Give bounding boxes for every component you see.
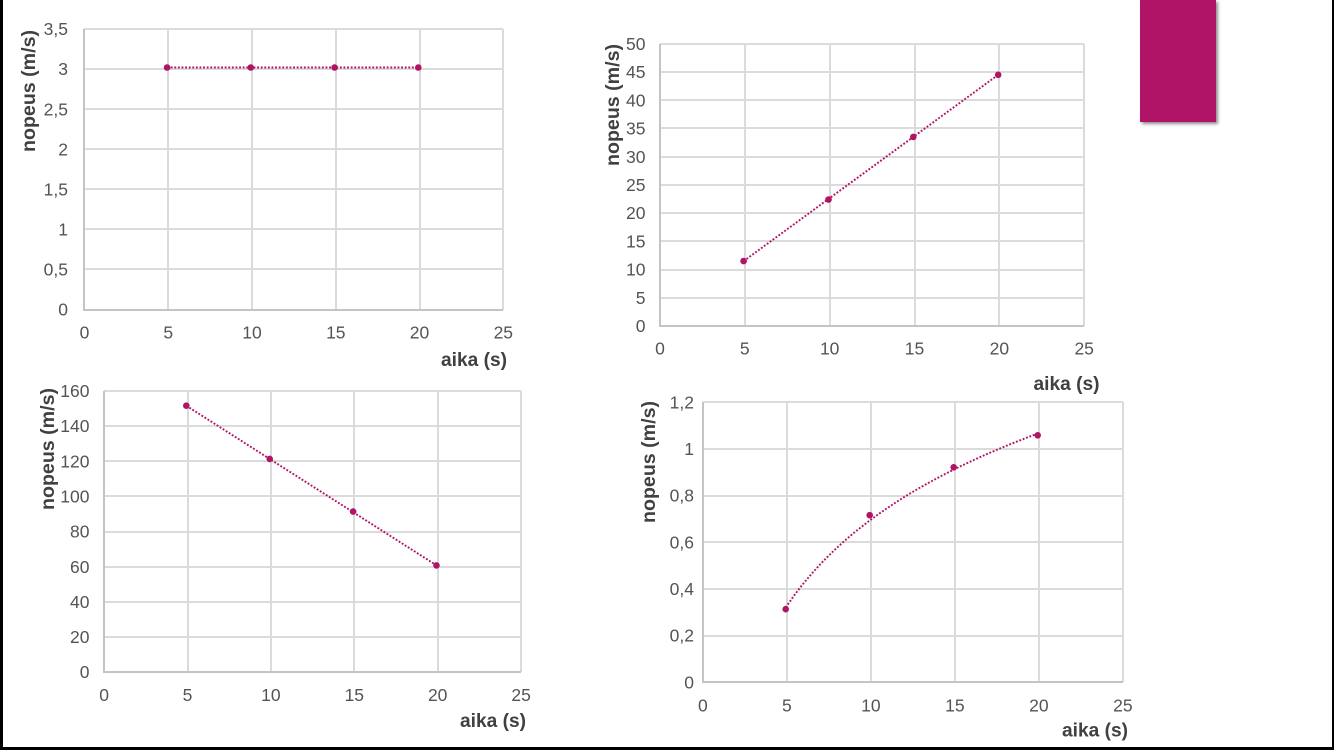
svg-text:25: 25 [511, 685, 530, 705]
svg-text:2,5: 2,5 [44, 99, 68, 119]
svg-text:10: 10 [820, 339, 840, 359]
svg-text:20: 20 [626, 203, 646, 223]
svg-text:5: 5 [740, 339, 750, 359]
svg-text:10: 10 [261, 685, 281, 705]
svg-text:30: 30 [626, 147, 646, 167]
svg-text:0: 0 [80, 323, 90, 343]
svg-text:1: 1 [58, 220, 68, 240]
svg-text:10: 10 [626, 260, 646, 280]
svg-text:0,2: 0,2 [670, 626, 694, 646]
svg-text:10: 10 [242, 323, 262, 343]
svg-text:nopeus (m/s): nopeus (m/s) [19, 30, 40, 152]
svg-text:0: 0 [58, 300, 68, 320]
svg-text:15: 15 [905, 339, 924, 359]
svg-text:5: 5 [163, 323, 173, 343]
svg-text:25: 25 [1074, 339, 1093, 359]
svg-text:aika (s): aika (s) [441, 350, 507, 371]
svg-text:45: 45 [626, 62, 645, 82]
svg-text:nopeus (m/s): nopeus (m/s) [603, 44, 624, 166]
svg-text:aika (s): aika (s) [460, 711, 526, 732]
svg-text:1,5: 1,5 [44, 179, 68, 199]
svg-text:0,8: 0,8 [670, 486, 694, 506]
svg-text:0: 0 [655, 339, 665, 359]
svg-text:5: 5 [636, 288, 646, 308]
svg-text:25: 25 [1113, 695, 1132, 715]
svg-text:0,6: 0,6 [670, 532, 694, 552]
svg-text:1,2: 1,2 [670, 392, 694, 412]
svg-text:3,5: 3,5 [44, 19, 68, 39]
svg-text:nopeus (m/s): nopeus (m/s) [38, 388, 59, 510]
svg-text:40: 40 [70, 592, 90, 612]
svg-text:25: 25 [494, 323, 513, 343]
svg-text:160: 160 [60, 381, 89, 401]
svg-text:0: 0 [698, 695, 708, 715]
svg-text:50: 50 [626, 34, 646, 54]
svg-text:nopeus (m/s): nopeus (m/s) [639, 401, 660, 523]
svg-text:20: 20 [70, 627, 90, 647]
svg-text:5: 5 [782, 695, 792, 715]
svg-text:aika (s): aika (s) [1034, 374, 1100, 395]
svg-text:120: 120 [60, 451, 89, 471]
svg-text:20: 20 [990, 339, 1010, 359]
svg-text:15: 15 [945, 695, 964, 715]
svg-text:35: 35 [626, 119, 645, 139]
svg-text:1: 1 [684, 439, 694, 459]
svg-text:3: 3 [58, 59, 68, 79]
svg-text:60: 60 [70, 557, 90, 577]
svg-text:0: 0 [636, 316, 646, 336]
svg-text:0: 0 [684, 672, 694, 692]
svg-text:20: 20 [410, 323, 430, 343]
svg-text:0: 0 [80, 662, 90, 682]
svg-text:2: 2 [58, 139, 68, 159]
svg-text:5: 5 [183, 685, 193, 705]
svg-text:15: 15 [345, 685, 364, 705]
svg-text:25: 25 [626, 175, 645, 195]
svg-text:40: 40 [626, 90, 646, 110]
svg-text:15: 15 [326, 323, 345, 343]
svg-text:0,4: 0,4 [670, 579, 695, 599]
svg-text:aika (s): aika (s) [1062, 721, 1128, 742]
svg-text:0,5: 0,5 [44, 260, 68, 280]
svg-text:10: 10 [861, 695, 881, 715]
svg-text:15: 15 [626, 232, 645, 252]
svg-text:100: 100 [60, 487, 89, 507]
svg-text:0: 0 [99, 685, 109, 705]
svg-text:80: 80 [70, 522, 90, 542]
svg-text:140: 140 [60, 416, 89, 436]
svg-text:20: 20 [428, 685, 448, 705]
svg-text:20: 20 [1029, 695, 1049, 715]
